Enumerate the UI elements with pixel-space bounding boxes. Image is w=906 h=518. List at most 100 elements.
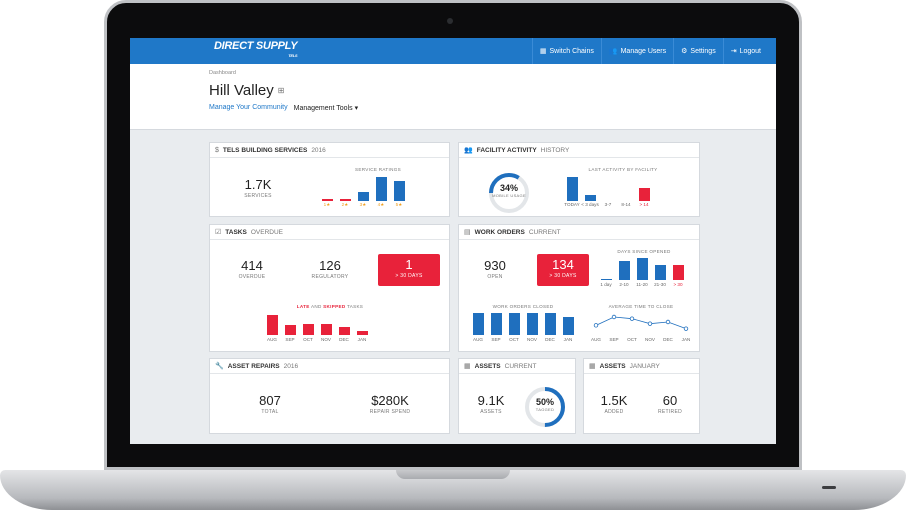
chart-bar[interactable] bbox=[584, 195, 596, 201]
days-since-opened-labels: 1 day 2-10 11-20 21-30 > 30 bbox=[597, 282, 687, 287]
top-navbar: DIRECT SUPPLY TELS ▦ Switch Chains 👥 Manag… bbox=[130, 38, 776, 64]
chart-x-label: 3-7 bbox=[604, 202, 612, 207]
chart-x-label: 2★ bbox=[341, 202, 349, 207]
chart-bar[interactable] bbox=[338, 327, 350, 335]
avg-time-point[interactable] bbox=[611, 314, 617, 320]
chart-bar[interactable] bbox=[393, 181, 405, 201]
chart-x-label: AUG bbox=[591, 337, 601, 342]
avg-time-point[interactable] bbox=[629, 316, 635, 321]
chart-bar[interactable] bbox=[357, 192, 369, 201]
assets-retired-stat: 60 RETIRED bbox=[657, 393, 683, 415]
card-facility-activity: 👥 FACILITY ACTIVITY HISTORY 34% MOBILE USA… bbox=[458, 142, 700, 217]
chart-bar[interactable] bbox=[544, 313, 556, 335]
chart-bar[interactable] bbox=[321, 198, 333, 201]
chart-x-label: SEP bbox=[285, 337, 295, 342]
chart-x-label: 8-14 bbox=[621, 202, 631, 207]
grid-icon: ▦ bbox=[464, 363, 471, 370]
page-title: Hill Valley bbox=[209, 82, 274, 99]
users-icon: 👥 bbox=[608, 48, 618, 55]
nav-logout[interactable]: ⇥ Logout bbox=[722, 38, 768, 64]
avg-time-point[interactable] bbox=[665, 319, 671, 325]
services-stat: 1.7K SERVICES bbox=[244, 177, 272, 199]
chart-x-label: 21-30 bbox=[654, 282, 666, 287]
avg-time-title: AVERAGE TIME TO CLOSE bbox=[608, 304, 674, 309]
chart-x-label: OCT bbox=[303, 337, 313, 342]
chart-x-label: 11-20 bbox=[636, 282, 648, 287]
chart-x-label: > 14 bbox=[639, 202, 649, 207]
chart-x-label: DEC bbox=[663, 337, 673, 342]
avg-time-point[interactable] bbox=[647, 321, 653, 326]
assets-count-stat: 9.1K ASSETS bbox=[477, 393, 505, 415]
chart-x-label: JAN bbox=[563, 337, 573, 342]
app-screen: DIRECT SUPPLY TELS ▦ Switch Chains 👥 Manag… bbox=[130, 38, 776, 444]
nav-settings[interactable]: ⚙ Settings bbox=[673, 38, 723, 64]
manage-community-link[interactable]: Manage Your Community bbox=[209, 104, 288, 111]
tagged-donut bbox=[525, 387, 565, 427]
logo[interactable]: DIRECT SUPPLY TELS bbox=[214, 40, 298, 59]
chart-x-label: NOV bbox=[321, 337, 331, 342]
avg-time-point[interactable] bbox=[593, 323, 599, 328]
work-orders-closed-title: WORK ORDERS CLOSED bbox=[492, 304, 554, 309]
last-activity-chart bbox=[563, 177, 653, 201]
workorders-alert-box[interactable]: 134 > 30 DAYS bbox=[537, 254, 589, 286]
nav-manage-users[interactable]: 👥 Manage Users bbox=[600, 38, 673, 64]
org-chart-icon[interactable]: ⊞ bbox=[277, 86, 285, 95]
laptop-notch bbox=[396, 470, 510, 479]
card-building-services: $ TELS BUILDING SERVICES 2016 1.7K SERVICE… bbox=[209, 142, 450, 217]
management-tools-dropdown[interactable]: Management Tools ▾ bbox=[293, 105, 359, 112]
chart-x-label: TODAY bbox=[564, 202, 580, 207]
chart-bar[interactable] bbox=[636, 258, 648, 280]
chart-bar[interactable] bbox=[638, 187, 650, 201]
chart-bar[interactable] bbox=[356, 330, 368, 335]
logout-icon: ⇥ bbox=[730, 48, 737, 55]
chart-bar[interactable] bbox=[320, 323, 332, 335]
chart-x-label: JAN bbox=[357, 337, 367, 342]
card-work-orders: ▤ WORK ORDERS CURRENT 930 OPEN 134 > 30 DA… bbox=[458, 224, 700, 352]
chart-bar[interactable] bbox=[654, 265, 666, 280]
last-activity-labels: TODAY < 3 days 3-7 8-14 > 14 bbox=[563, 202, 653, 207]
chart-bar[interactable] bbox=[284, 325, 296, 335]
avg-time-line bbox=[595, 316, 687, 330]
chart-x-label: SEP bbox=[609, 337, 619, 342]
card-assets-january: ▦ ASSETS JANUARY 1.5K ADDED 60 RETIRED bbox=[583, 358, 700, 434]
chart-bar[interactable] bbox=[526, 313, 538, 335]
assets-added-stat: 1.5K ADDED bbox=[600, 393, 628, 415]
chart-bar[interactable] bbox=[600, 278, 612, 280]
chart-bar[interactable] bbox=[339, 198, 351, 201]
chart-bar[interactable] bbox=[302, 323, 314, 335]
chart-bar[interactable] bbox=[266, 315, 278, 335]
document-icon: ▤ bbox=[464, 229, 471, 236]
chart-bar[interactable] bbox=[472, 313, 484, 335]
tasks-alert-box[interactable]: 1 > 30 DAYS bbox=[378, 254, 440, 286]
breadcrumb[interactable]: Dashboard bbox=[209, 70, 236, 76]
laptop-led bbox=[822, 486, 836, 489]
chart-bar[interactable] bbox=[490, 313, 502, 335]
checkbox-icon: ☑ bbox=[215, 229, 222, 236]
days-since-opened-chart bbox=[597, 258, 687, 280]
mobile-usage-donut bbox=[489, 173, 529, 213]
last-activity-title: LAST ACTIVITY BY FACILITY bbox=[588, 167, 658, 172]
chart-bar[interactable] bbox=[566, 177, 578, 201]
chart-bar[interactable] bbox=[375, 177, 387, 201]
chart-x-label: AUG bbox=[267, 337, 277, 342]
chart-bar[interactable] bbox=[562, 317, 574, 335]
chart-x-label: SEP bbox=[491, 337, 501, 342]
users-icon: 👥 bbox=[464, 147, 473, 154]
regulatory-stat: 126 REGULATORY bbox=[311, 258, 349, 280]
chart-bar[interactable] bbox=[508, 313, 520, 335]
gear-icon: ⚙ bbox=[681, 48, 688, 55]
late-skipped-labels: AUG SEP OCT NOV DEC JAN bbox=[263, 337, 371, 342]
avg-time-labels: AUG SEP OCT NOV DEC JAN bbox=[587, 337, 695, 342]
work-orders-closed-chart bbox=[469, 313, 577, 335]
chart-bar[interactable] bbox=[672, 265, 684, 280]
nav-switch-chains[interactable]: ▦ Switch Chains bbox=[531, 38, 601, 64]
avg-time-point[interactable] bbox=[683, 326, 689, 331]
card-assets-current: ▦ ASSETS CURRENT 9.1K ASSETS 50% TAGGED bbox=[458, 358, 576, 434]
chart-x-label: 5★ bbox=[395, 202, 403, 207]
card-asset-repairs: 🔧 ASSET REPAIRS 2016 807 TOTAL $280K REPAI… bbox=[209, 358, 450, 434]
service-ratings-labels: 1★ 2★ 3★ 4★ 5★ bbox=[318, 202, 408, 208]
chart-x-label: DEC bbox=[545, 337, 555, 342]
chart-x-label: < 3 days bbox=[581, 202, 599, 207]
days-since-opened-title: DAYS SINCE OPENED bbox=[617, 249, 671, 254]
chart-bar[interactable] bbox=[618, 261, 630, 280]
